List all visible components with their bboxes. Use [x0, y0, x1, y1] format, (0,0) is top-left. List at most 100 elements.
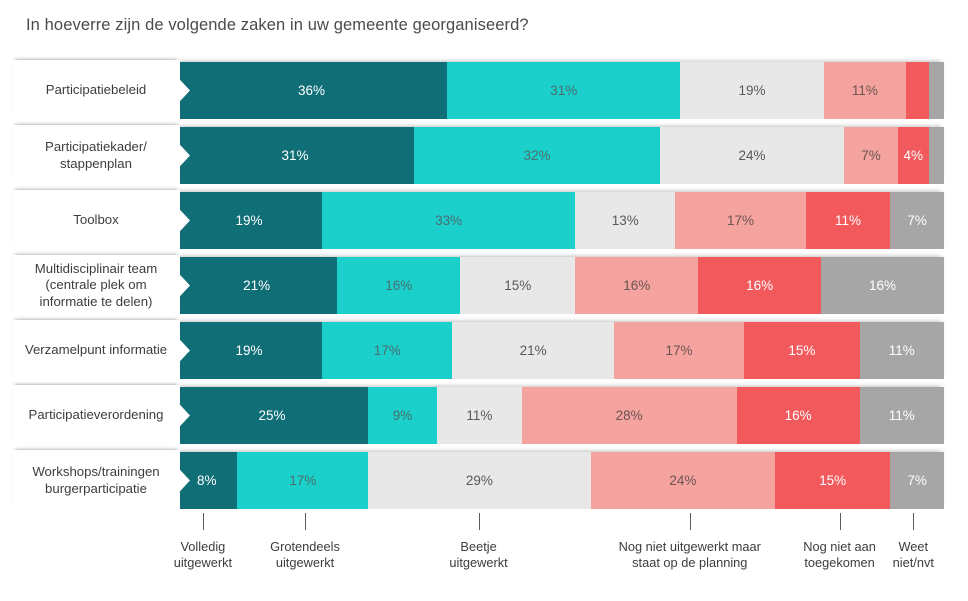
- row-label-4: Multidisciplinair team (centrale plek om i…: [12, 255, 180, 316]
- bar-segment: 19%: [680, 62, 824, 119]
- bar-segment-value: 17%: [289, 473, 317, 488]
- bar-segment-value: 17%: [373, 343, 401, 358]
- stacked-bar: 25% 9% 11% 28% 16% 11%: [176, 387, 945, 444]
- bar-segment: [928, 127, 944, 184]
- stacked-bar: 19% 17% 21% 17% 15% 11%: [176, 322, 945, 379]
- bar-segment: 32%: [414, 127, 660, 184]
- bar-segment-value: 16%: [746, 278, 774, 293]
- bar-segment: 9%: [368, 387, 438, 444]
- bar-segment-value: 7%: [907, 473, 927, 488]
- stacked-bar: 19% 33% 13% 17% 11% 7%: [176, 192, 945, 249]
- bar-row: Toolbox 19% 33% 13% 17% 11% 7%: [0, 188, 968, 253]
- row-label-5: Verzamelpunt informatie: [12, 320, 180, 381]
- bar-segment-value: 11%: [888, 343, 915, 358]
- bar-segment: 16%: [337, 257, 461, 314]
- bar-segment: 7%: [890, 452, 944, 509]
- bar-segment: [906, 62, 929, 119]
- axis-label-line1: Grotendeels: [270, 539, 340, 554]
- bar-segment: 19%: [176, 192, 322, 249]
- row-label-text: Workshops/trainingen burgerparticipatie: [32, 464, 160, 496]
- axis-tick-2: [305, 513, 307, 530]
- axis-tick-6: [913, 513, 915, 530]
- axis-label-line1: Nog niet uitgewerkt maar: [618, 539, 761, 554]
- axis-label-line1: Nog niet aan: [803, 539, 876, 554]
- bar-segment-value: 16%: [623, 278, 651, 293]
- bar-segment: 31%: [176, 127, 415, 184]
- row-label-1: Participatiebeleid: [12, 60, 180, 121]
- bar-segment: 11%: [859, 387, 945, 444]
- axis-label-5: Nog niet aan toegekomen: [803, 539, 876, 571]
- bar-row: Participatiekader/stappenplan 31% 32% 24% 7%…: [0, 123, 968, 188]
- axis-label-line2: toegekomen: [804, 554, 875, 570]
- row-label-text: Multidisciplinair team (centrale plek om i…: [34, 261, 158, 309]
- axis-label-2: Grotendeels uitgewerkt: [270, 539, 340, 571]
- chart-title: In hoeverre zijn de volgende zaken in uw…: [26, 16, 529, 34]
- bar-segment: 7%: [890, 192, 945, 249]
- bar-segment-value: 17%: [726, 213, 754, 228]
- bar-segment-value: 28%: [615, 408, 643, 423]
- bar-segment: 16%: [698, 257, 822, 314]
- bar-segment-value: 24%: [669, 473, 697, 488]
- axis-tick-3: [478, 513, 480, 530]
- bar-segment-value: 9%: [392, 408, 413, 423]
- bar-segment: 11%: [859, 322, 945, 379]
- bar-segment: 31%: [447, 62, 681, 119]
- stacked-bar: 31% 32% 24% 7% 4%: [176, 127, 944, 184]
- bar-segment-value: 21%: [519, 343, 547, 358]
- bar-segment-value: 21%: [243, 278, 271, 293]
- bar-segment: 11%: [437, 387, 522, 444]
- bar-segment-value: 13%: [611, 213, 639, 228]
- axis-label-line1: Weet: [898, 539, 929, 554]
- bar-row: Verzamelpunt informatie 19% 17% 21% 17% 15% 11…: [0, 318, 968, 383]
- bar-segment: 36%: [176, 62, 448, 119]
- bar-segment-value: 19%: [235, 343, 263, 358]
- bar-segment: 16%: [575, 257, 699, 314]
- bar-segment-value: 11%: [888, 408, 915, 423]
- bar-row: Participatieverordening 25% 9% 11% 28% 16% 11%: [0, 383, 968, 448]
- row-label-text: Toolbox: [73, 212, 119, 228]
- bar-segment: 15%: [744, 322, 860, 379]
- bar-segment-value: 7%: [861, 148, 881, 163]
- bar-segment: 17%: [321, 322, 453, 379]
- bar-segment: 19%: [176, 322, 322, 379]
- bar-segment-value: 16%: [869, 278, 897, 293]
- row-label-6: Participatieverordening: [12, 385, 180, 446]
- stacked-bar: 8% 17% 29% 24% 15% 7%: [176, 452, 944, 509]
- bar-segment-value: 19%: [235, 213, 263, 228]
- bar-segment-value: 32%: [523, 148, 551, 163]
- bar-segment: 11%: [823, 62, 907, 119]
- bar-segment-value: 16%: [385, 278, 413, 293]
- bar-segment: 24%: [659, 127, 845, 184]
- bar-segment-value: 19%: [738, 83, 766, 98]
- bar-segment-value: 11%: [466, 408, 493, 423]
- bar-segment-value: 15%: [504, 278, 532, 293]
- bar-segment-value: 33%: [435, 213, 463, 228]
- bar-segment-value: 7%: [907, 213, 927, 228]
- bar-segment-value: 16%: [784, 408, 812, 423]
- stacked-bar: 36% 31% 19% 11%: [176, 62, 945, 119]
- axis-label-line1: Volledig: [180, 539, 226, 554]
- axis-label-3: Beetje uitgewerkt: [449, 539, 507, 571]
- bar-segment-value: 15%: [788, 343, 816, 358]
- bar-segment: 17%: [613, 322, 745, 379]
- axis-label-line2: uitgewerkt: [449, 554, 508, 570]
- category-axis: Volledig uitgewerkt Grotendeels uitgewerkt B…: [0, 513, 968, 601]
- row-label-7: Workshops/trainingen burgerparticipatie: [12, 450, 180, 511]
- row-label-text: Verzamelpunt informatie: [24, 342, 168, 358]
- bar-segment: 29%: [368, 452, 591, 509]
- bar-segment: 11%: [805, 192, 891, 249]
- bar-segment: 15%: [460, 257, 576, 314]
- row-label-2: Participatiekader/stappenplan: [12, 125, 180, 186]
- bar-segment: 13%: [575, 192, 676, 249]
- bar-segment: 21%: [452, 322, 614, 379]
- bar-segment: 17%: [675, 192, 806, 249]
- bar-segment-value: 17%: [665, 343, 693, 358]
- axis-tick-1: [202, 513, 204, 530]
- bar-segment-value: 25%: [258, 408, 286, 423]
- axis-label-1: Volledig uitgewerkt: [174, 539, 232, 571]
- bar-segment-value: 4%: [903, 148, 924, 163]
- bar-segment-value: 36%: [298, 83, 326, 98]
- axis-label-4: Nog niet uitgewerkt maar staat op de plan…: [619, 539, 761, 571]
- axis-label-6: Weet niet/nvt: [893, 539, 934, 571]
- bar-segment-value: 15%: [819, 473, 847, 488]
